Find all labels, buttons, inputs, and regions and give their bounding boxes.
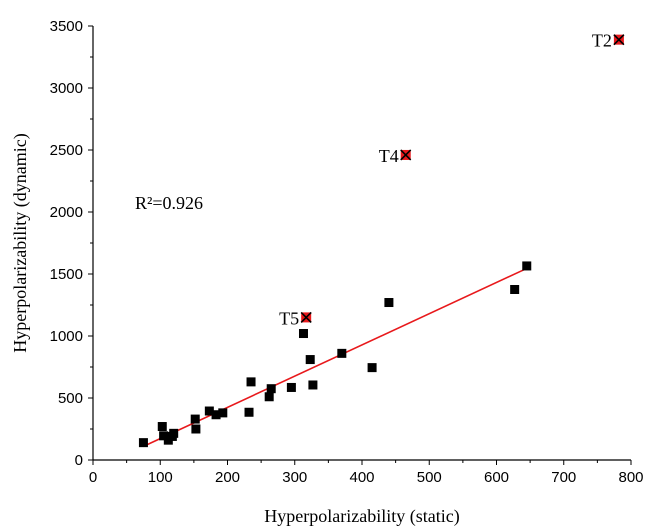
data-point [367, 363, 377, 373]
outliers-group: T2 T4 T5 [279, 31, 625, 328]
y-tick-label: 3000 [50, 80, 83, 97]
data-point [286, 382, 296, 392]
data-point [264, 392, 274, 402]
outlier-label: T4 [379, 146, 399, 166]
regression-line [143, 267, 528, 448]
x-axis-title: Hyperpolarizability (static) [264, 506, 459, 526]
y-tick-label: 500 [58, 390, 83, 407]
fit-line-group [143, 267, 528, 448]
x-tick-label: 800 [618, 469, 643, 486]
data-point [138, 438, 148, 448]
outlier-x-mark [300, 311, 312, 323]
outlier-label: T5 [279, 308, 299, 328]
y-tick-label: 2500 [50, 142, 83, 159]
data-point [266, 384, 276, 394]
points-group [138, 261, 532, 448]
x-tick-label: 300 [282, 469, 307, 486]
y-axis-title: Hyperpolarizability (dynamic) [10, 133, 31, 352]
ticks: 0 100 200 300 400 500 600 700 800 0 500 1000 1500 200… [50, 18, 644, 486]
data-point [204, 406, 214, 416]
data-point [384, 298, 394, 308]
x-tick-label: 0 [89, 469, 97, 486]
data-point [244, 407, 254, 417]
data-point [246, 377, 256, 387]
data-point [190, 414, 200, 424]
y-tick-label: 3500 [50, 18, 83, 35]
data-point [510, 285, 520, 294]
y-tick-label: 1000 [50, 328, 83, 345]
x-tick-label: 100 [148, 469, 173, 486]
y-tick-label: 1500 [50, 266, 83, 283]
data-point [159, 431, 169, 441]
data-point [211, 410, 221, 420]
data-point [218, 408, 228, 418]
data-point [298, 329, 308, 339]
x-tick-label: 700 [551, 469, 576, 486]
data-point [157, 422, 167, 432]
axes [92, 26, 631, 461]
r-squared-annotation: R²=0.926 [135, 193, 203, 213]
x-tick-label: 600 [484, 469, 509, 486]
data-point [337, 348, 347, 358]
data-point [522, 261, 532, 271]
x-tick-label: 500 [417, 469, 442, 486]
y-tick-label: 2000 [50, 204, 83, 221]
data-point [191, 424, 201, 434]
x-tick-label: 400 [349, 469, 374, 486]
y-tick-label: 0 [75, 452, 83, 469]
data-point [305, 355, 315, 365]
outlier-label: T2 [592, 31, 612, 51]
data-point [169, 428, 179, 438]
outlier-x-mark [613, 34, 625, 46]
data-point [308, 380, 318, 390]
x-tick-label: 200 [215, 469, 240, 486]
outlier-x-mark [400, 149, 412, 161]
